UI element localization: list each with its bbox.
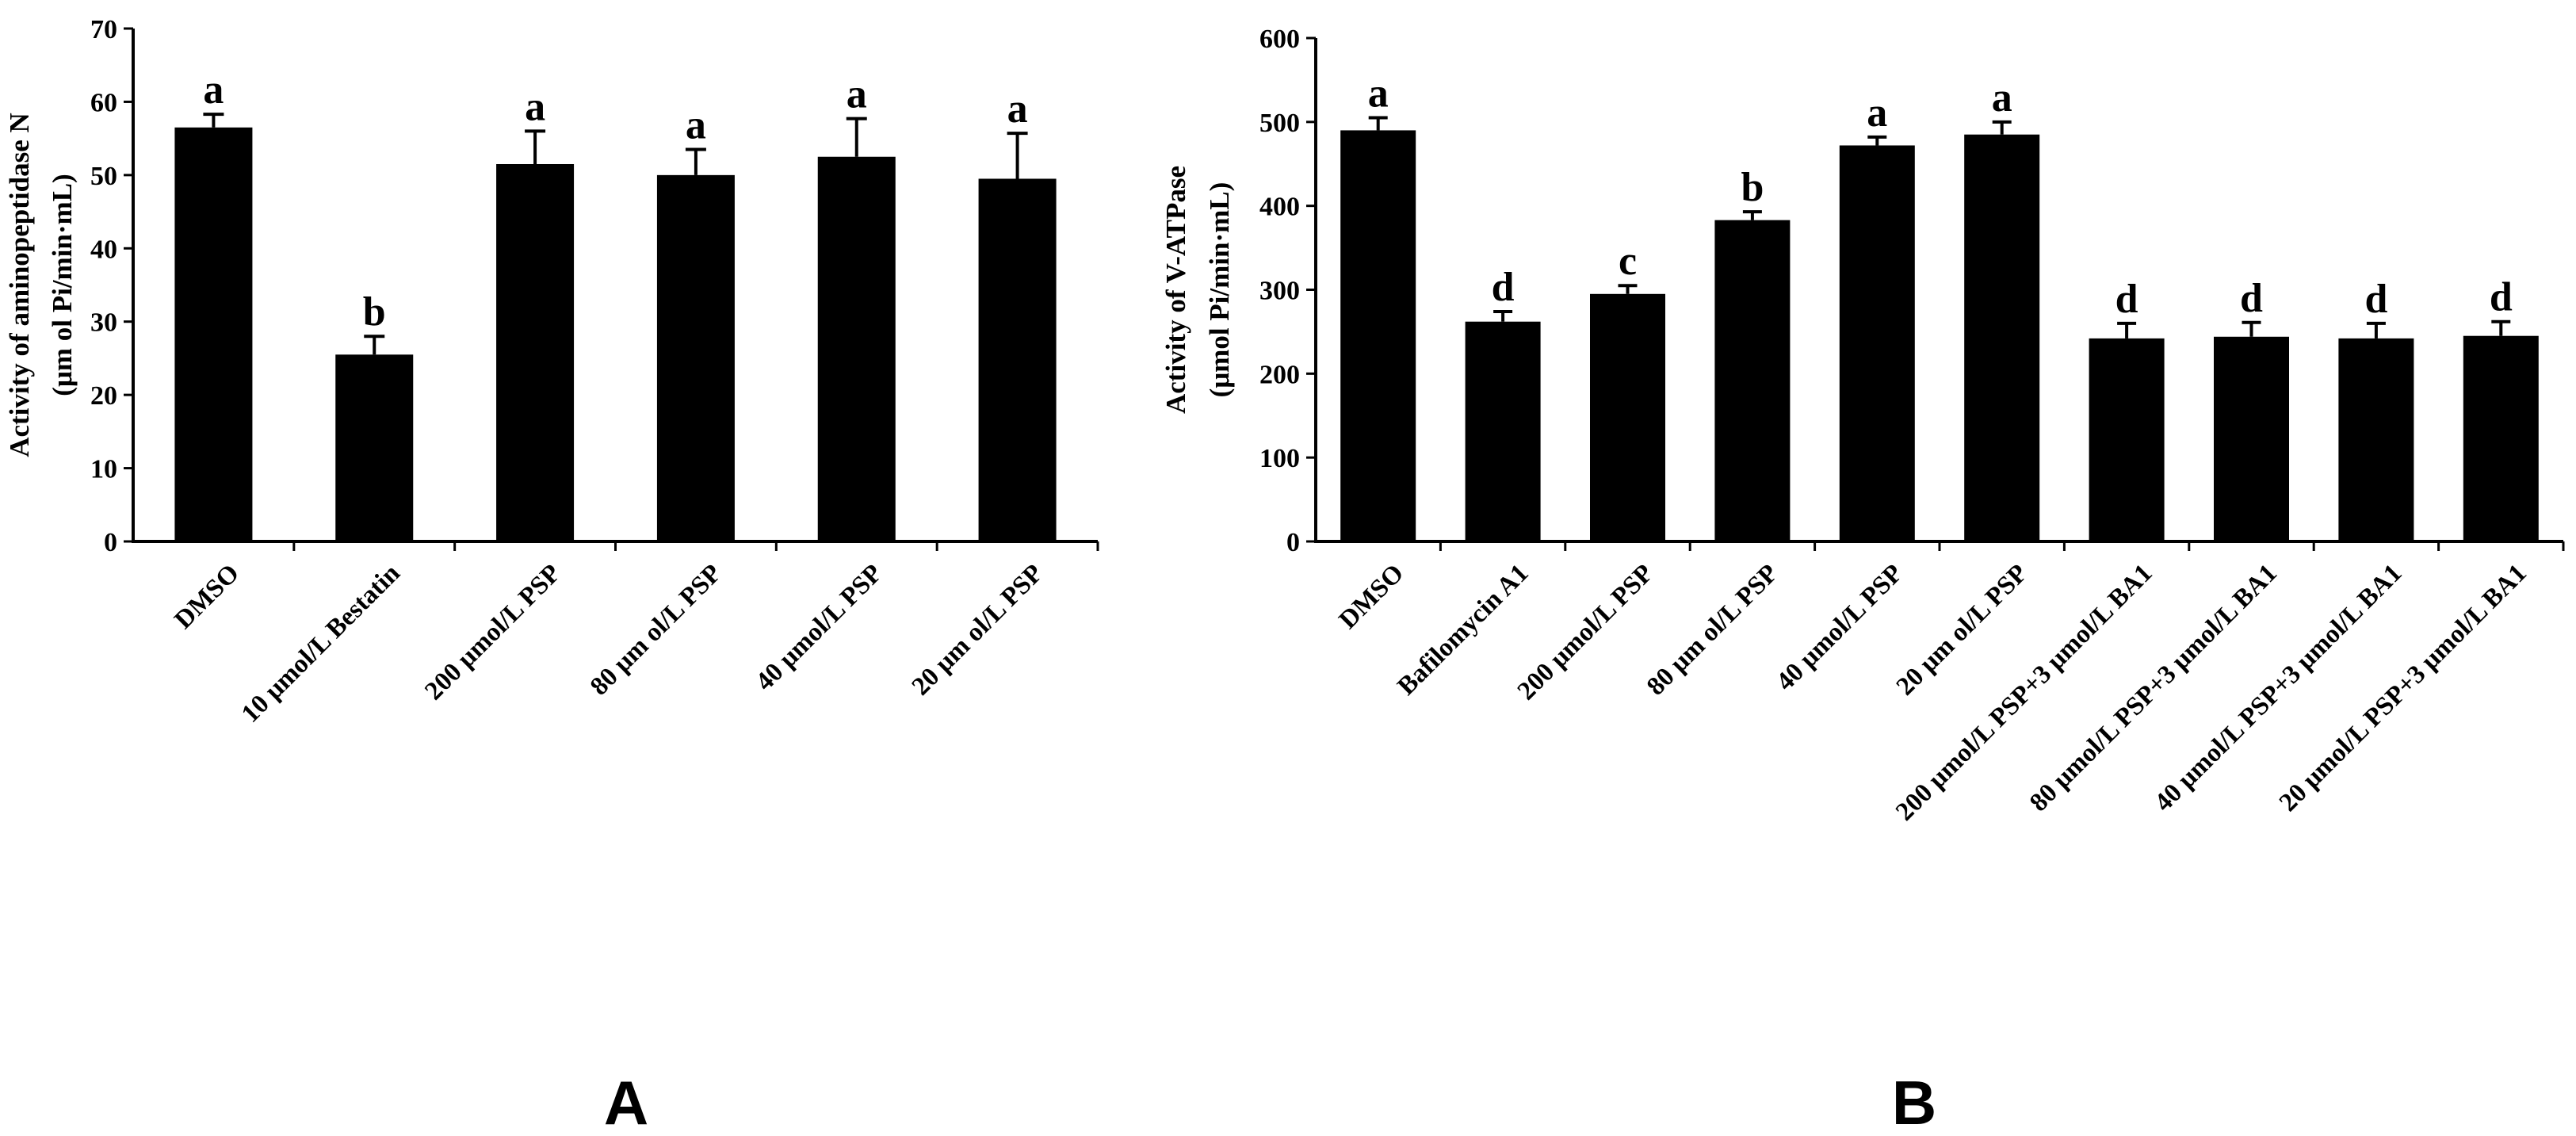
x-tick-label: 20 μmol/L PSP+3 μmol/L BA1: [2274, 559, 2532, 817]
bar: [1590, 293, 1665, 541]
y-tick-label: 70: [90, 15, 117, 44]
x-tick-label: DMSO: [1334, 559, 1409, 634]
x-tick-label: 80 μmol/L PSP+3 μmol/L BA1: [2024, 559, 2283, 817]
significance-letter: d: [2115, 277, 2138, 322]
significance-letter: d: [2364, 277, 2387, 322]
y-tick-label: 100: [1259, 444, 1300, 473]
y-tick-label: 400: [1259, 193, 1300, 222]
y-tick-label: 300: [1259, 277, 1300, 306]
panel-a-chart: 0 10 20 30 40 50 60 70 a DMSO b 10 μmol/L Bestatin a…: [4, 15, 1099, 1136]
x-tick-label: 80 μm ol/L PSP: [585, 559, 727, 701]
y-tick-label: 0: [104, 528, 117, 557]
bar: [2214, 336, 2289, 541]
significance-letter: a: [1992, 75, 2012, 120]
x-tick-label: 40 μmol/L PSP: [1771, 559, 1909, 697]
significance-letter: a: [1867, 90, 1887, 136]
bar: [1964, 134, 2040, 542]
y-tick-label: 500: [1259, 109, 1300, 138]
x-tick-label: 40 μmol/L PSP: [751, 559, 889, 697]
bar: [1714, 220, 1791, 541]
x-tick-label: 20 μm ol/L PSP: [1891, 559, 2033, 701]
bar: [817, 156, 896, 541]
y-tick-label: 60: [90, 88, 117, 117]
panel-b-chart: 0 100 200 300 400 500 600 a DMSO d Bafilomycin A1 c…: [1160, 25, 2565, 1136]
bar: [2089, 338, 2165, 541]
x-tick-label: 200 μmol/L PSP: [419, 559, 566, 706]
x-tick-label: 10 μmol/L Bestatin: [236, 559, 406, 729]
y-tick-label: 20: [90, 381, 117, 411]
y-tick-label: 30: [90, 308, 117, 338]
x-tick-label: DMSO: [169, 559, 244, 634]
significance-letter: a: [686, 103, 706, 148]
x-tick-label: Bafilomycin A1: [1393, 559, 1535, 701]
y-tick-label: 600: [1259, 25, 1300, 54]
bar: [978, 178, 1057, 541]
x-tick-label: 80 μm ol/L PSP: [1642, 559, 1783, 701]
panel-label: B: [1892, 1068, 1936, 1136]
y-tick-label: 200: [1259, 360, 1300, 389]
y-axis-title: Activity of aminopeptidase N: [4, 113, 35, 457]
significance-letter: d: [2240, 276, 2263, 321]
bar: [335, 354, 414, 541]
significance-letter: a: [1368, 71, 1389, 117]
y-axis-unit: (μm ol Pi/min·mL): [47, 174, 78, 396]
bar: [496, 163, 575, 541]
bar: [174, 127, 253, 541]
significance-letter: a: [203, 67, 224, 113]
y-axis-title: Activity of V-ATPase: [1160, 166, 1191, 414]
x-tick-label: 200 μmol/L PSP: [1512, 559, 1659, 706]
bar: [1340, 130, 1416, 541]
y-tick-label: 40: [90, 235, 117, 264]
y-tick-label: 0: [1286, 528, 1300, 557]
significance-letter: a: [847, 72, 867, 117]
bar: [1465, 321, 1541, 541]
bar: [2338, 338, 2414, 541]
significance-letter: c: [1619, 239, 1637, 284]
bar: [2463, 335, 2539, 541]
significance-letter: b: [363, 289, 386, 335]
significance-letter: d: [2490, 275, 2513, 320]
bar: [656, 174, 735, 541]
significance-letter: d: [1492, 265, 1515, 310]
x-tick-label: 20 μm ol/L PSP: [907, 559, 1049, 701]
x-tick-label: 40 μmol/L PSP+3 μmol/L BA1: [2150, 559, 2408, 817]
x-tick-label: 200 μmol/L PSP+3 μmol/L BA1: [1890, 559, 2157, 826]
significance-letter: a: [1007, 86, 1028, 132]
bar: [1839, 145, 1915, 541]
y-axis-unit: (μmol Pi/min·mL): [1204, 182, 1235, 398]
y-tick-label: 50: [90, 162, 117, 191]
y-tick-label: 10: [90, 455, 117, 484]
significance-letter: a: [525, 84, 545, 129]
significance-letter: b: [1741, 165, 1764, 210]
panel-label: A: [604, 1068, 648, 1136]
